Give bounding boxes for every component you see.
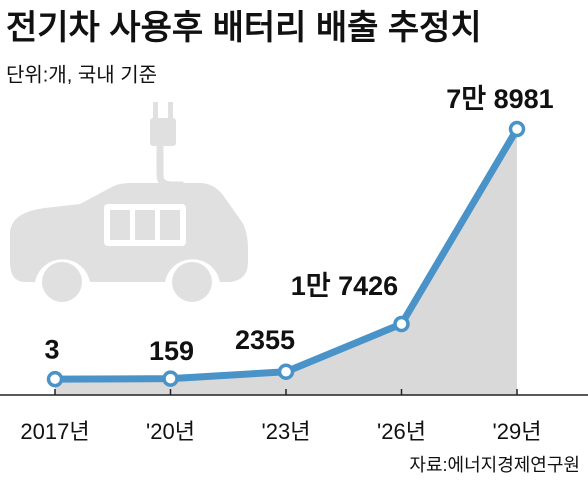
data-label: 7만 8981 <box>446 84 553 114</box>
marker <box>46 370 64 388</box>
marker <box>162 370 179 387</box>
battery-cell <box>135 210 155 240</box>
data-label: 3 <box>44 334 59 364</box>
data-label: 159 <box>149 336 194 366</box>
plug-pin <box>168 102 173 120</box>
battery-cell <box>110 210 130 240</box>
data-label: 1만 7426 <box>291 271 398 301</box>
car-icon <box>10 102 248 302</box>
wheel <box>172 262 212 302</box>
x-tick-label: '26년 <box>377 419 426 444</box>
wheel <box>42 262 82 302</box>
plug <box>150 118 176 146</box>
x-tick-label: '23년 <box>262 419 311 444</box>
plug-pin <box>153 102 158 120</box>
marker <box>393 315 410 333</box>
x-tick-label: '29년 <box>493 419 542 444</box>
chart-subtitle: 단위:개, 국내 기준 <box>6 63 157 86</box>
marker <box>277 363 295 380</box>
x-tick-label: '20년 <box>146 419 195 444</box>
source: 자료:에너지경제연구원 <box>409 455 580 475</box>
marker <box>508 120 526 138</box>
battery-cell <box>160 210 180 240</box>
chart-title: 전기차 사용후 배터리 배출 추정치 <box>6 9 482 47</box>
x-tick-label: 2017년 <box>20 419 89 444</box>
data-label: 2355 <box>235 325 295 355</box>
